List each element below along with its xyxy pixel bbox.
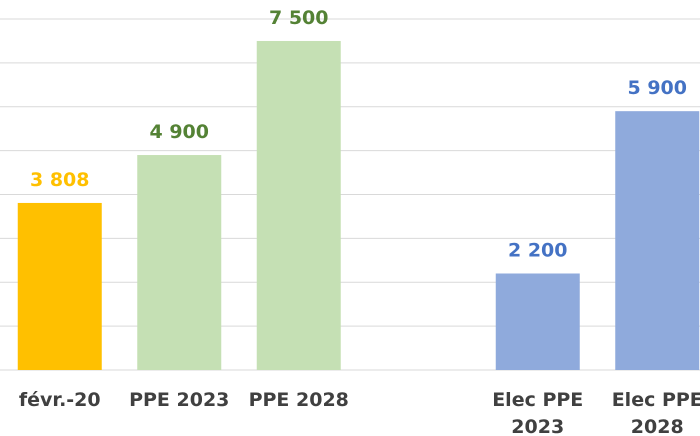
bar	[495, 273, 580, 370]
x-tick-label: févr.-20	[19, 389, 101, 411]
x-tick-label: Elec PPE 2028	[612, 389, 700, 436]
data-label: 5 900	[628, 77, 688, 99]
data-label: 2 200	[508, 239, 568, 261]
x-tick-label: Elec PPE 2023	[492, 389, 583, 436]
bar	[137, 155, 222, 370]
data-label: 3 808	[30, 169, 90, 191]
bar	[615, 111, 700, 371]
bar	[17, 202, 102, 370]
x-tick-label: PPE 2023	[129, 389, 229, 411]
data-label: 4 900	[150, 121, 210, 143]
bar	[256, 40, 341, 370]
data-label: 7 500	[269, 7, 329, 29]
x-tick-label: PPE 2028	[249, 389, 349, 411]
